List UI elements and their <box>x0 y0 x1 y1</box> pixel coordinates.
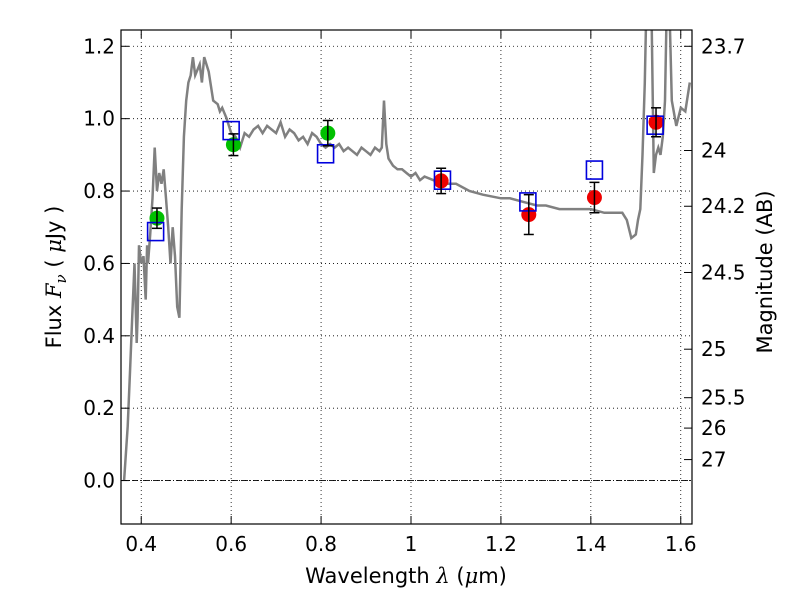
y-label-prefix: Flux <box>42 298 66 348</box>
model-photometry-square <box>519 192 537 212</box>
y-label-subscript: ν <box>52 274 70 283</box>
y-tick-label: 1.2 <box>83 34 115 58</box>
y-label-mid: ( <box>42 253 66 275</box>
magnitude-tick-label: 23.7 <box>701 34 746 58</box>
x-label-unit: m) <box>478 564 507 588</box>
model-photometry-square <box>222 120 240 141</box>
y-tick-label: 1.0 <box>83 107 115 131</box>
x-tick-label: 1.6 <box>665 532 697 556</box>
plot-frame <box>120 29 693 525</box>
x-label-symbol: λ <box>435 564 449 588</box>
model-spectrum-layer <box>122 30 692 481</box>
y-label-symbol: F <box>42 282 66 299</box>
x-label-unit-symbol: μ <box>465 564 479 588</box>
model-photometry-square <box>646 115 664 135</box>
x-tick-label: 1.4 <box>575 532 607 556</box>
x-tick-label: 1 <box>405 532 418 556</box>
x-tick-label: 0.6 <box>215 532 247 556</box>
axis-ticks: 0.4 0.6 0.8 1 1.2 1.4 1.6 0.0 0.2 0.4 0.6 0.8 1.0 1.2… <box>83 30 746 556</box>
y-axis-label: Flux Fν ( μJy ) <box>42 206 70 349</box>
x-label-prefix: Wavelength <box>305 564 436 588</box>
y-label-unit: Jy ) <box>42 206 66 242</box>
model-photometry-square <box>585 160 604 180</box>
magnitude-tick-label: 24.2 <box>701 194 746 218</box>
y-tick-label: 0.6 <box>83 251 115 275</box>
magnitude-tick-label: 25 <box>701 337 726 361</box>
model-photometry-square <box>433 170 452 190</box>
x-tick-label: 0.8 <box>305 532 337 556</box>
magnitude-tick-label: 26 <box>701 416 726 440</box>
model-photometry-square <box>146 221 165 242</box>
magnitude-tick-label: 25.5 <box>701 386 746 410</box>
x-axis-label: Wavelength λ (μm) <box>305 564 507 588</box>
y-tick-label: 0.0 <box>83 469 115 493</box>
model-spectrum-line <box>122 30 692 481</box>
model-photometry-square <box>316 143 335 164</box>
data-points-layer <box>146 107 664 242</box>
x-tick-label: 1.2 <box>485 532 517 556</box>
y-tick-label: 0.2 <box>83 396 115 420</box>
x-label-open: ( <box>450 564 465 588</box>
y-tick-label: 0.4 <box>83 324 115 348</box>
magnitude-tick-label: 24 <box>701 139 726 163</box>
x-tick-label: 0.4 <box>125 532 157 556</box>
magnitude-axis-label: Magnitude (AB) <box>753 190 777 353</box>
y-label-unit-symbol: μ <box>42 239 66 253</box>
magnitude-tick-label: 27 <box>701 448 726 472</box>
magnitude-tick-label: 24.5 <box>701 260 746 284</box>
grid <box>121 30 692 524</box>
y-tick-label: 0.8 <box>83 179 115 203</box>
